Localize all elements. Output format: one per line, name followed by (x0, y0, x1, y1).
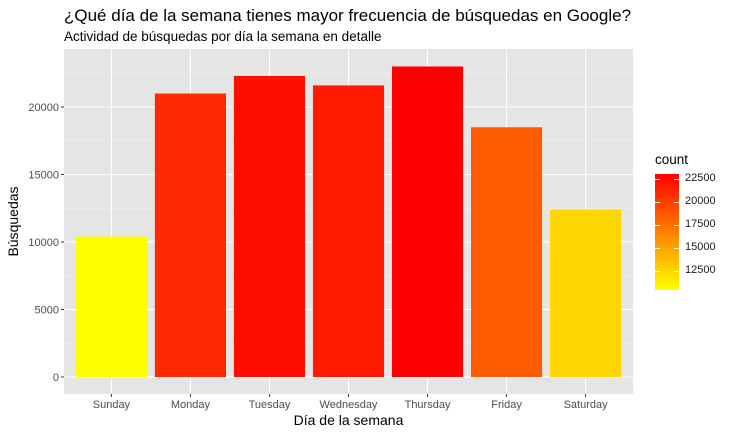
chart-subtitle: Actividad de búsquedas por día la semana… (64, 29, 382, 44)
legend-tick-left (655, 270, 660, 272)
y-tick-label: 10000 (28, 237, 59, 249)
y-axis-title: Búsquedas (5, 186, 21, 256)
y-tick-label: 0 (53, 372, 59, 384)
legend-tick-right (674, 224, 679, 226)
legend-tick-right (674, 201, 679, 203)
bar-thursday (391, 66, 464, 377)
legend-label: 22500 (685, 171, 716, 184)
legend-label: 15000 (685, 240, 716, 253)
legend-tick-left (655, 224, 660, 226)
bar-friday (470, 127, 543, 377)
bar-tuesday (233, 75, 306, 377)
chart-title: ¿Qué día de la semana tienes mayor frecu… (64, 6, 632, 25)
legend-tick-right (674, 247, 679, 249)
x-tick-label: Monday (171, 399, 211, 411)
x-tick-label: Wednesday (320, 399, 378, 411)
legend-tick-right (674, 178, 679, 180)
x-axis: Sunday Monday Tuesday Wednesday Thursday Frid… (93, 394, 608, 411)
bar-monday (154, 93, 227, 377)
y-tick-label: 20000 (28, 102, 59, 114)
legend-tick-left (655, 178, 660, 180)
bar-saturday (550, 209, 622, 377)
y-tick-label: 15000 (28, 170, 59, 182)
x-tick-label: Friday (491, 399, 522, 411)
legend-tick-left (655, 201, 660, 203)
legend-label: 12500 (685, 263, 716, 276)
y-axis: 0 5000 10000 15000 20000 (28, 102, 64, 384)
legend-colorbar (655, 174, 679, 290)
x-axis-title: Día de la semana (294, 412, 404, 428)
bar-wednesday (312, 85, 385, 378)
x-tick-label: Saturday (564, 399, 609, 411)
x-tick-label: Tuesday (249, 399, 291, 411)
bars (75, 66, 622, 378)
legend-label: 17500 (685, 217, 716, 230)
legend-tick-right (674, 270, 679, 272)
x-tick-label: Thursday (405, 399, 451, 411)
bar-sunday (75, 236, 147, 377)
y-tick-label: 5000 (35, 305, 59, 317)
legend-tick-left (655, 247, 660, 249)
legend-title: count (655, 152, 689, 167)
x-tick-label: Sunday (93, 399, 131, 411)
legend-label: 20000 (685, 194, 716, 207)
